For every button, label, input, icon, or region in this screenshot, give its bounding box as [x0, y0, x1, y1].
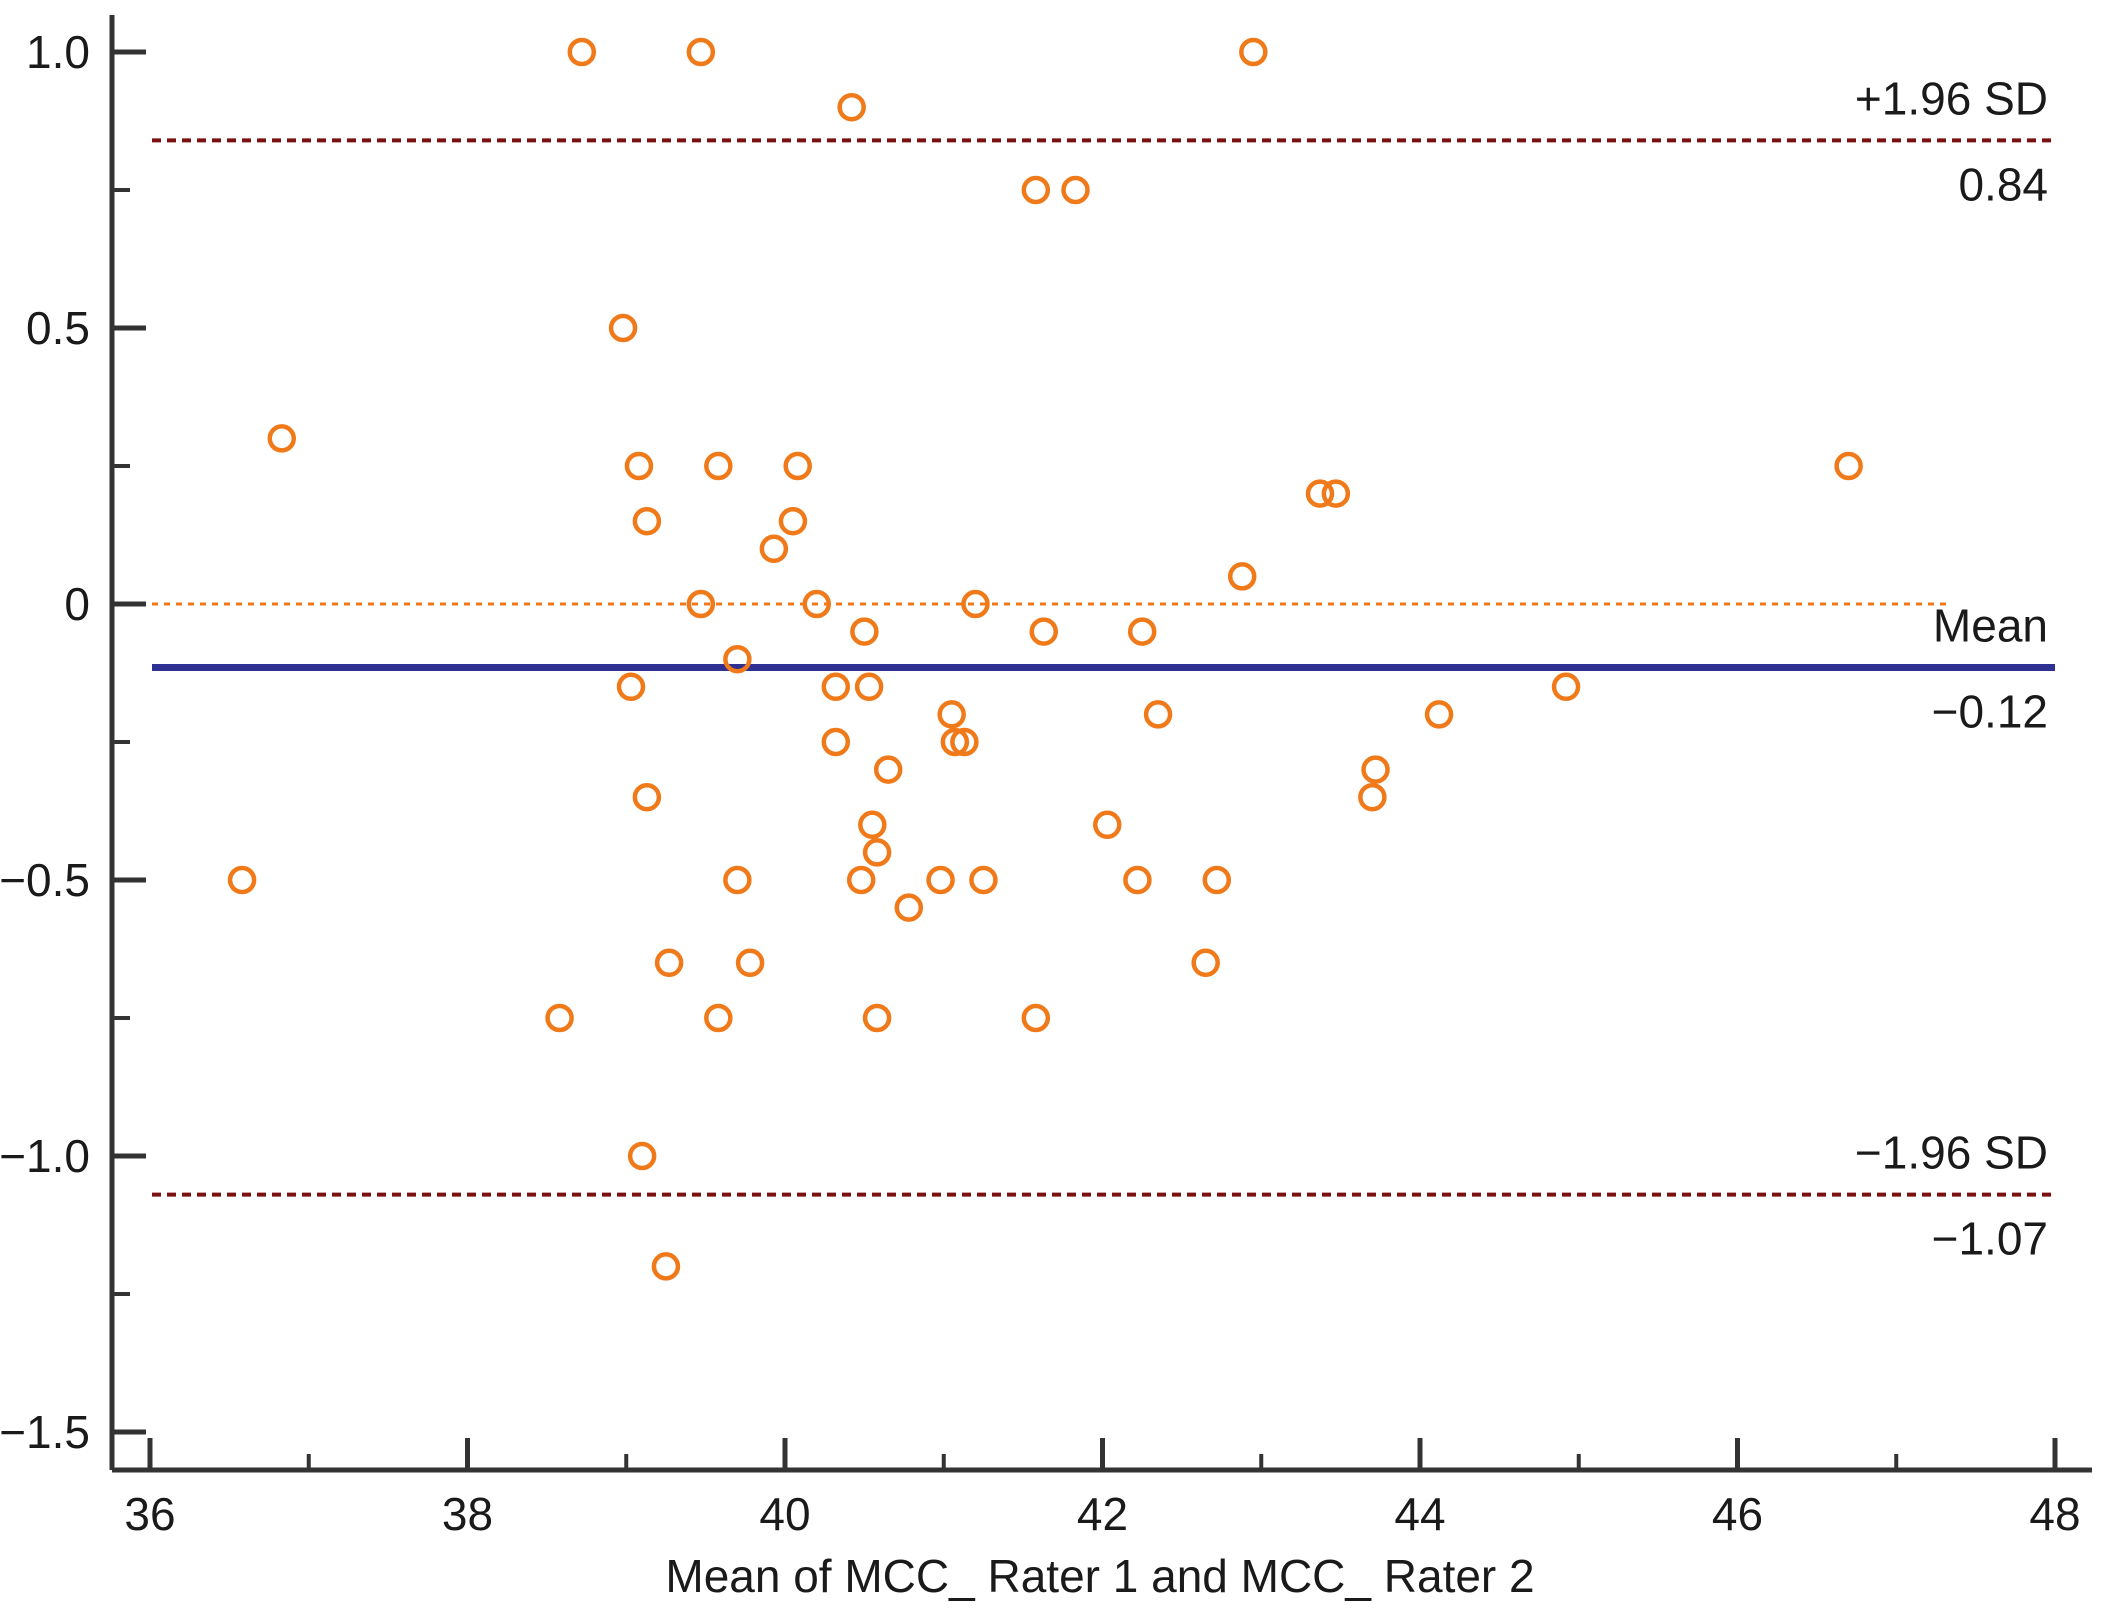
data-point — [1321, 479, 1351, 508]
data-point — [627, 1141, 657, 1171]
data-point — [1424, 700, 1454, 729]
data-point — [1029, 617, 1059, 646]
data-point — [1358, 782, 1387, 812]
mean-value: −0.12 — [1932, 685, 2048, 737]
data-point — [873, 755, 903, 784]
data-point — [940, 727, 970, 757]
reference-lines — [152, 138, 2055, 1197]
data-point — [632, 782, 662, 812]
data-point — [821, 727, 851, 757]
data-point — [1191, 948, 1220, 978]
data-point — [545, 1003, 574, 1033]
data-point — [854, 672, 884, 702]
data-point — [735, 948, 765, 978]
data-point — [778, 506, 808, 536]
y-tick-label: −1.5 — [0, 1406, 90, 1458]
upper-loa-value: 0.84 — [1958, 158, 2048, 210]
x-tick-label: 44 — [1394, 1488, 1445, 1540]
data-point — [704, 451, 733, 481]
data-point — [723, 644, 752, 674]
lower-loa-value: −1.07 — [1932, 1213, 2048, 1265]
x-tick-label: 38 — [442, 1488, 493, 1540]
data-point — [969, 865, 998, 895]
data-point — [759, 534, 789, 564]
data-point — [654, 948, 684, 978]
y-tick-label: 1.0 — [26, 26, 90, 78]
data-point — [821, 672, 851, 702]
data-point — [704, 1003, 733, 1033]
data-point — [961, 589, 990, 619]
upper-loa-label: +1.96 SD — [1855, 72, 2048, 124]
x-axis-title: Mean of MCC_ Rater 1 and MCC_ Rater 2 — [665, 1550, 1534, 1602]
data-point — [1021, 175, 1051, 205]
data-point — [616, 672, 646, 702]
data-point — [837, 92, 866, 122]
data-point — [783, 451, 812, 481]
data-point — [1227, 562, 1257, 591]
data-point — [651, 1252, 681, 1281]
data-point — [894, 893, 924, 922]
y-tick-label: −1.0 — [0, 1130, 90, 1182]
y-tick-label: 0 — [64, 578, 90, 630]
data-point — [1239, 37, 1268, 67]
data-point — [1061, 175, 1090, 205]
data-point — [1361, 755, 1390, 784]
data-point — [1551, 672, 1581, 702]
axes: 36 38 40 42 44 46 48 1.0 0.5 0 −0.5 −1.0 −1.5 — [0, 15, 2092, 1540]
x-tick-label: 46 — [1712, 1488, 1763, 1540]
data-point — [624, 451, 654, 481]
data-point — [858, 810, 887, 840]
data-point — [937, 700, 966, 729]
data-point — [686, 37, 716, 67]
data-point — [1305, 479, 1335, 508]
data-points — [227, 37, 1863, 1281]
data-point — [632, 506, 662, 536]
x-tick-label: 42 — [1077, 1488, 1128, 1540]
data-point — [802, 589, 831, 619]
data-point — [862, 838, 892, 867]
mean-label: Mean — [1933, 599, 2048, 651]
data-point — [926, 865, 955, 895]
data-point — [1021, 1003, 1051, 1033]
data-point — [1143, 700, 1173, 729]
x-tick-label: 48 — [2029, 1488, 2080, 1540]
data-point — [1834, 451, 1863, 481]
data-point — [267, 424, 297, 453]
data-point — [1123, 865, 1152, 895]
data-point — [608, 313, 638, 343]
data-point — [227, 865, 257, 895]
data-point — [950, 727, 979, 757]
data-point — [850, 617, 879, 646]
data-point — [723, 865, 752, 895]
y-tick-label: −0.5 — [0, 854, 90, 906]
data-point — [846, 865, 876, 895]
lower-loa-label: −1.96 SD — [1855, 1127, 2048, 1179]
reference-line-labels: +1.96 SD 0.84 Mean −0.12 −1.96 SD −1.07 — [1855, 72, 2048, 1264]
x-tick-label: 40 — [759, 1488, 810, 1540]
x-tick-label: 36 — [124, 1488, 175, 1540]
data-point — [1202, 865, 1232, 895]
y-tick-label: 0.5 — [26, 302, 90, 354]
data-point — [862, 1003, 892, 1033]
data-point — [1127, 617, 1157, 646]
data-point — [567, 37, 597, 67]
data-point — [686, 589, 716, 619]
data-point — [1093, 810, 1122, 840]
